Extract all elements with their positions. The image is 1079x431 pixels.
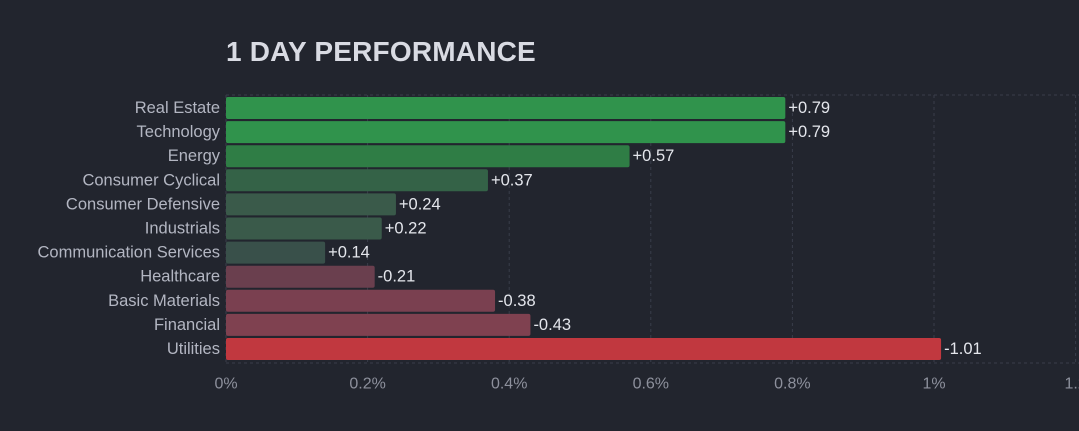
value-label: +0.24 <box>399 195 441 213</box>
value-label: +0.79 <box>788 99 830 117</box>
x-tick-label: 1% <box>922 376 945 393</box>
value-label: +0.79 <box>788 123 830 141</box>
category-label: Real Estate <box>135 99 220 117</box>
category-label: Utilities <box>167 340 220 358</box>
x-tick-label: 0.8% <box>774 376 810 393</box>
category-label: Financial <box>154 316 220 334</box>
bar <box>226 241 326 264</box>
bar <box>226 313 531 336</box>
bar <box>226 217 382 240</box>
bar <box>226 265 375 288</box>
category-label: Industrials <box>145 220 220 238</box>
value-label: +0.37 <box>491 171 533 189</box>
x-tick-label: 0.4% <box>491 376 527 393</box>
category-label: Basic Materials <box>108 292 220 310</box>
bars <box>226 97 942 360</box>
bar <box>226 289 496 312</box>
value-labels: +0.79 +0.79 +0.57 +0.37 +0.24 +0.22 +0.14 -0.21… <box>328 99 982 358</box>
value-label: -0.43 <box>533 316 571 334</box>
category-label: Healthcare <box>140 268 220 286</box>
category-label: Communication Services <box>38 244 220 262</box>
category-label: Consumer Cyclical <box>82 171 220 189</box>
category-label: Technology <box>137 123 221 141</box>
bar <box>226 193 396 216</box>
x-tick-label: 1.2 <box>1064 376 1079 393</box>
value-label: +0.57 <box>633 147 675 165</box>
chart-title: 1 DAY PERFORMANCE <box>226 36 536 67</box>
value-label: -1.01 <box>944 340 982 358</box>
value-label: +0.14 <box>328 244 370 262</box>
bar <box>226 169 488 192</box>
category-labels: Real Estate Technology Energy Consumer Cycl… <box>38 99 221 358</box>
x-tick-label: 0.2% <box>349 376 385 393</box>
x-tick-label: 0.6% <box>633 376 669 393</box>
x-tick-label: 0% <box>214 376 237 393</box>
category-label: Consumer Defensive <box>66 195 220 213</box>
category-label: Energy <box>168 147 221 165</box>
value-label: -0.21 <box>378 268 416 286</box>
value-label: +0.22 <box>385 220 427 238</box>
x-axis-ticks: 0% 0.2% 0.4% 0.6% 0.8% 1% 1.2 <box>214 376 1079 393</box>
bar <box>226 121 786 144</box>
bar <box>226 97 786 119</box>
value-label: -0.38 <box>498 292 536 310</box>
bar <box>226 145 630 168</box>
bar <box>226 338 942 360</box>
